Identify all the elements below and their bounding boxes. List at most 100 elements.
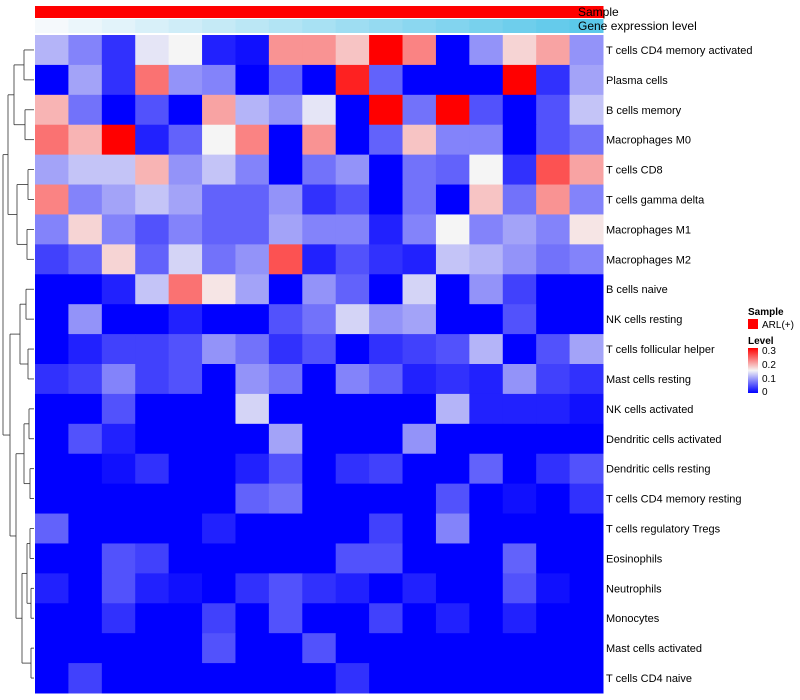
heatmap-cell [235,184,270,215]
heatmap-cell [202,94,236,126]
heatmap-cell [135,304,170,335]
heatmap-cell [335,483,370,515]
heatmap-cell [101,35,136,66]
heatmap-cell [135,154,170,186]
heatmap-cell [536,184,571,215]
heatmap-cell [68,513,103,544]
heatmap-cell [135,364,170,395]
heatmap-cell [569,453,604,485]
heatmap-cell [68,304,103,335]
heatmap-cell [536,633,571,664]
heatmap-cell [68,244,103,275]
heatmap-cell [502,244,537,275]
legend-tick-0: 0 [762,387,768,398]
heatmap-cell [369,573,404,604]
heatmap-cell [469,573,504,604]
heatmap-cell [68,573,103,604]
heatmap-cell [469,423,504,455]
heatmap-cell [268,603,303,634]
row-label: Mast cells activated [606,643,702,655]
heatmap-cell [135,244,170,275]
heatmap-cell [68,214,103,245]
heatmap-cell [435,214,470,245]
heatmap-cell [202,64,236,96]
heatmap-cell [369,543,404,574]
heatmap-cell [335,184,370,215]
expression-annotation-cell [335,19,370,33]
heatmap-cell [335,573,370,604]
heatmap-cell [101,633,136,664]
heatmap-cell [469,274,504,305]
heatmap-cell [569,633,604,664]
heatmap-cell [569,334,604,365]
heatmap-cell [469,184,504,215]
heatmap-cell [502,573,537,604]
heatmap-cell [268,35,303,66]
heatmap-cell [35,573,69,604]
heatmap-cell [35,64,69,96]
heatmap-cell [569,364,604,395]
heatmap-cell [369,274,404,305]
heatmap-cell [168,214,203,245]
heatmap-cell [469,214,504,245]
heatmap-cell [369,603,404,634]
heatmap-cell [35,423,69,455]
heatmap-cell [502,64,537,96]
heatmap-cell [302,334,337,365]
heatmap-cell [369,214,404,245]
heatmap-cell [402,244,437,275]
heatmap-cell [469,304,504,335]
heatmap-cell [402,663,437,694]
expression-annotation-cell [302,19,337,33]
heatmap-cell [536,453,571,485]
heatmap-cell [68,124,103,156]
heatmap-cell [101,94,136,126]
heatmap-cell [268,244,303,275]
heatmap-cell [536,274,571,305]
heatmap-cell [369,334,404,365]
heatmap-cell [235,513,270,544]
heatmap-cell [235,453,270,485]
heatmap-cell [402,184,437,215]
expression-annotation-cell [168,19,203,33]
expression-annotation-cell [435,19,470,33]
heatmap-cell [101,304,136,335]
heatmap-cell [502,154,537,186]
legend-tick-0-2: 0.2 [762,360,776,371]
heatmap-cell [335,543,370,574]
heatmap-cell [569,244,604,275]
heatmap-cell [469,483,504,515]
heatmap-cell [302,244,337,275]
heatmap-cell [168,304,203,335]
heatmap-cell [168,513,203,544]
sample-annotation-cell [369,6,404,18]
heatmap-cell [569,94,604,126]
heatmap-cell [101,573,136,604]
heatmap-cell [235,603,270,634]
heatmap-cell [469,64,504,96]
heatmap-cell [235,633,270,664]
sample-annotation-cell [536,6,571,18]
heatmap-cell [135,513,170,544]
heatmap-cell [101,543,136,574]
heatmap-cell [268,663,303,694]
heatmap-cell [235,483,270,515]
row-label: T cells CD4 memory activated [606,45,753,57]
heatmap-cell [536,364,571,395]
heatmap-cell [268,453,303,485]
heatmap-cell [101,663,136,694]
heatmap-cell [135,64,170,96]
heatmap-cell [202,214,236,245]
heatmap-cell [168,274,203,305]
heatmap-cell [502,423,537,455]
heatmap-cell [335,154,370,186]
heatmap-cell [268,573,303,604]
heatmap-cell [235,214,270,245]
heatmap-cell [469,154,504,186]
heatmap-cell [68,154,103,186]
heatmap-cell [369,633,404,664]
heatmap-cell [202,154,236,186]
heatmap-cell [402,35,437,66]
heatmap-cell [135,423,170,455]
sample-annotation-cell [202,6,236,18]
